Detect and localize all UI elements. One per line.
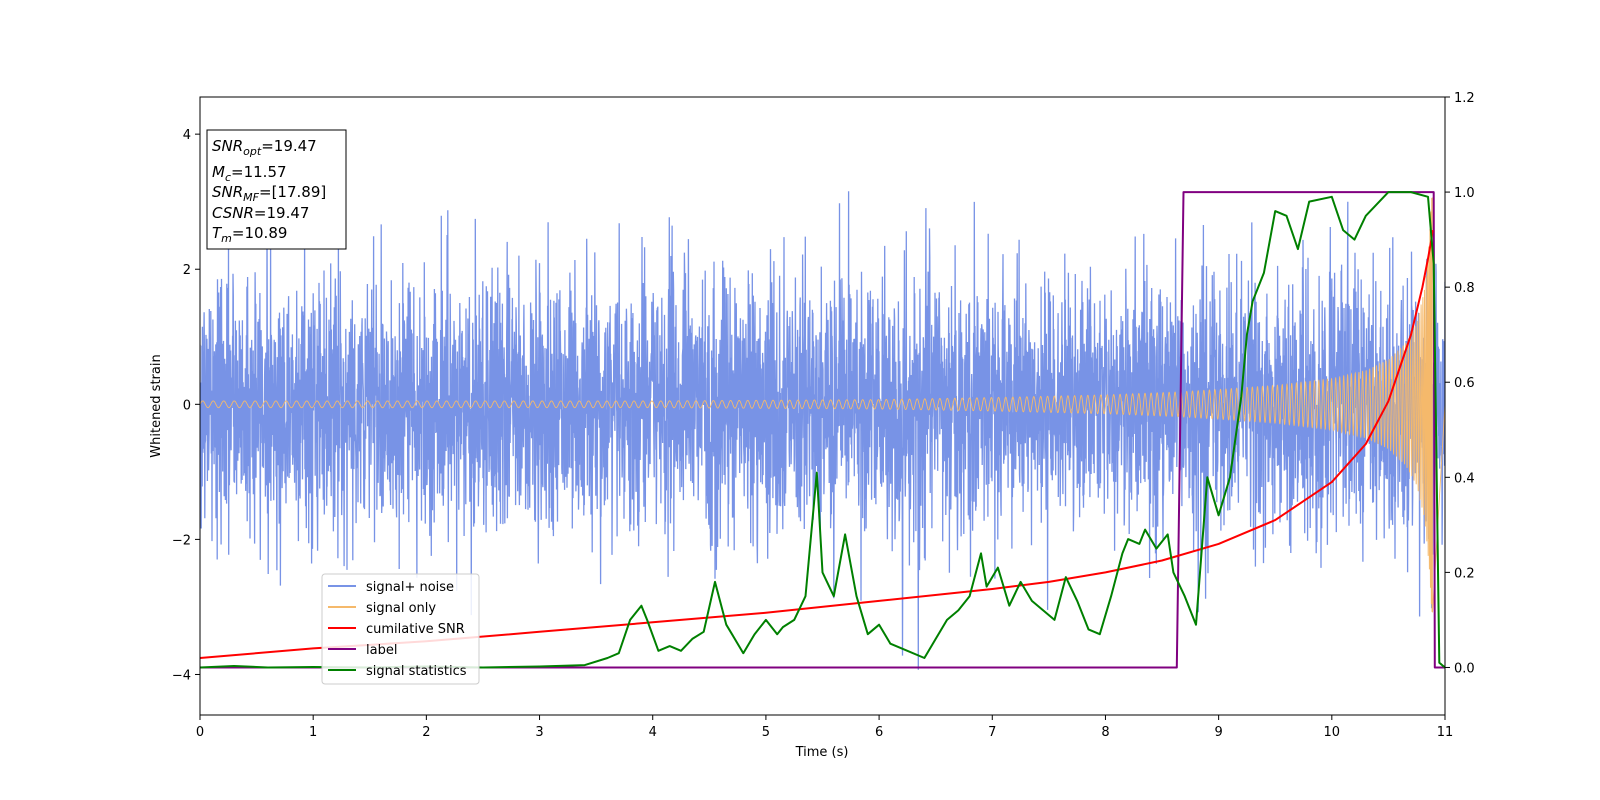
series-line-signal-noise [200, 191, 1445, 670]
series-line-signal-statistics [200, 191, 1445, 669]
plot-frame [199, 96, 1446, 716]
x-tick-label: 6 [875, 725, 883, 740]
x-axis-label: Time (s) [795, 745, 849, 760]
series-line-signal-only [200, 197, 1445, 613]
y2-tick-label: 0.2 [1454, 566, 1475, 581]
x-tick-label: 8 [1101, 725, 1109, 740]
x-tick-label: 0 [196, 725, 204, 740]
y2-tick-label: 0.6 [1454, 376, 1475, 391]
y-tick-label: 4 [183, 128, 191, 143]
x-tick-label: 1 [309, 725, 317, 740]
x-tick-label: 11 [1437, 725, 1454, 740]
x-axis: 0 1 2 3 4 5 6 7 8 9 10 11 [196, 715, 1453, 740]
noise-layer [200, 191, 1445, 670]
y2-tick-label: 0.8 [1454, 281, 1475, 296]
signal-layer [200, 197, 1445, 613]
y-axis-left: −4 −2 0 2 4 [172, 128, 200, 683]
annotation-line: Tm=10.89 [212, 224, 287, 245]
y-axis-right: 0.0 0.2 0.4 0.6 0.8 1.0 1.2 [1445, 91, 1475, 676]
x-tick-label: 10 [1324, 725, 1341, 740]
legend-label-signal-noise: signal+ noise [366, 580, 454, 595]
y2-tick-label: 1.0 [1454, 186, 1475, 201]
annotation-line: SNRMF=[17.89] [212, 183, 326, 204]
y2-tick-label: 0.0 [1454, 661, 1475, 676]
series-line-cumilative-snr [200, 229, 1434, 659]
annotation-line: CSNR=19.47 [212, 204, 309, 222]
x-tick-label: 7 [988, 725, 996, 740]
annotation-line: SNRopt=19.47 [212, 137, 317, 158]
y-tick-label: −4 [172, 668, 191, 683]
right-axis-series [200, 191, 1445, 669]
series-line-label [200, 191, 1445, 669]
annotation-box: SNRopt=19.47 Mc=11.57SNRMF=[17.89]CSNR=19… [206, 129, 347, 250]
x-tick-label: 9 [1214, 725, 1222, 740]
legend-label-label: label [366, 643, 397, 658]
y-axis-label: Whitened strain [149, 354, 164, 457]
y-tick-label: 2 [183, 263, 191, 278]
y-tick-label: −2 [172, 533, 191, 548]
legend-label-cumilative-snr: cumilative SNR [366, 622, 465, 637]
y-tick-label: 0 [183, 398, 191, 413]
x-tick-label: 2 [422, 725, 430, 740]
legend: signal+ noise signal only cumilative SNR la… [321, 573, 480, 685]
y2-tick-label: 0.4 [1454, 471, 1475, 486]
y2-tick-label: 1.2 [1454, 91, 1475, 106]
x-tick-label: 5 [762, 725, 770, 740]
x-tick-label: 3 [535, 725, 543, 740]
legend-label-signal-only: signal only [366, 601, 436, 616]
x-tick-label: 4 [649, 725, 657, 740]
annotation-line: Mc=11.57 [212, 163, 287, 184]
legend-label-signal-statistics: signal statistics [366, 664, 467, 679]
